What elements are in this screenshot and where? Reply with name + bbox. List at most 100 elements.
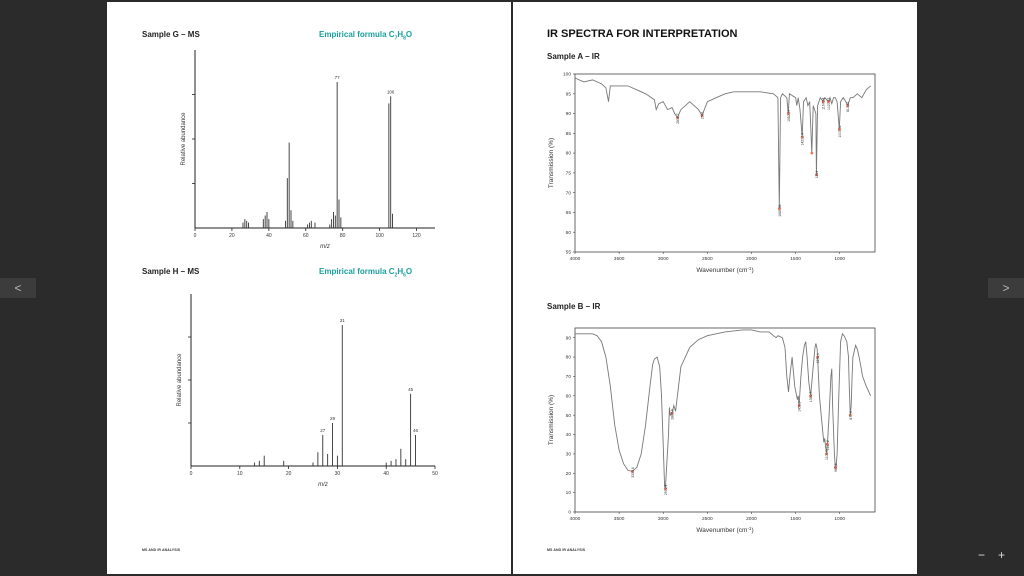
peak-label: 46 xyxy=(413,428,419,433)
x-tick-label: 20 xyxy=(229,233,235,239)
ir-a-title: Sample A – IR xyxy=(547,52,600,61)
y-tick-label: 10 xyxy=(566,490,572,496)
y-tick-label: 60 xyxy=(566,230,572,236)
x-tick-label: 10 xyxy=(237,471,243,477)
x-tick-label: 1500 xyxy=(790,256,801,262)
x-tick-label: 0 xyxy=(190,471,193,477)
peak-label: 2885,6 xyxy=(671,409,675,419)
x-tick-label: 100 xyxy=(375,233,384,239)
peak-marker xyxy=(809,394,812,398)
x-tick-label: 1000 xyxy=(834,516,845,522)
zoom-out-button[interactable]: − xyxy=(978,548,986,562)
peak-label: 106 xyxy=(387,89,395,94)
y-axis-label: Relative abundance xyxy=(181,112,187,166)
ir-a-chart: 55 60 65 70 75 80 85 90 95 100 4000 3500 3000 2500 200… xyxy=(548,72,876,274)
peak-marker xyxy=(815,173,818,177)
ms-g-chart: 0 20 40 60 80 100 120 77 106 m/z Relative abundanc… xyxy=(181,50,435,250)
y-tick-label: 30 xyxy=(566,451,572,457)
y-tick-label: 85 xyxy=(566,131,572,137)
y-axis-label: Transmission (%) xyxy=(548,395,555,445)
peak-label: 962,9 xyxy=(834,463,838,472)
x-tick-label: 20 xyxy=(286,471,292,477)
x-tick-label: 3000 xyxy=(658,256,669,262)
peak-marker xyxy=(821,100,825,103)
page-heading: IR SPECTRA FOR INTERPRETATION xyxy=(547,28,738,40)
x-tick-label: 0 xyxy=(194,233,197,239)
peak-label: 877,6 xyxy=(849,411,853,420)
peak-label: 1264 xyxy=(815,171,819,179)
y-tick-label: 50 xyxy=(566,413,572,419)
y-tick-label: 60 xyxy=(566,393,572,399)
x-tick-label: 120 xyxy=(412,233,421,239)
peak-label: 1100,0 xyxy=(825,450,829,460)
x-tick-label: 3500 xyxy=(614,516,625,522)
peak-label: 1420,14 xyxy=(801,133,805,145)
x-tick-label: 80 xyxy=(340,233,346,239)
ir-b-chart: 0 10 20 30 40 50 60 70 80 90 4000 3500 3000 2500 2000 1… xyxy=(548,327,876,534)
y-axis-label: Transmission (%) xyxy=(548,138,555,188)
peak-marker xyxy=(826,442,829,446)
y-tick-label: 80 xyxy=(566,355,572,361)
x-tick-label: 2000 xyxy=(746,256,757,262)
right-page-footer: MS AND IR ANALYSIS xyxy=(547,548,586,552)
peak-label: 1167,54 xyxy=(822,98,826,110)
peak-marker xyxy=(837,128,841,131)
peak-marker xyxy=(676,116,679,119)
y-tick-label: 55 xyxy=(566,250,572,256)
x-axis-label: Wavenumber (cm-1) xyxy=(696,266,753,274)
peak-marker xyxy=(700,114,704,117)
peak-marker xyxy=(664,487,667,491)
plot-frame xyxy=(574,327,876,513)
x-tick-label: 50 xyxy=(432,471,438,477)
x-tick-label: 2500 xyxy=(702,516,713,522)
peak-marker xyxy=(777,207,781,210)
ms-g-formula: Empirical formula C7H8O xyxy=(319,30,413,42)
peak-label: 27 xyxy=(320,428,326,433)
y-tick-label: 20 xyxy=(566,471,572,477)
peak-marker xyxy=(833,466,837,469)
peak-label: 1276,1 xyxy=(816,353,820,363)
y-tick-label: 80 xyxy=(566,151,572,157)
left-page-footer: MS AND IR ANALYSIS xyxy=(142,548,181,552)
peak-marker xyxy=(846,104,849,107)
x-tick-label: 3000 xyxy=(658,516,669,522)
peak-marker xyxy=(786,112,790,115)
peak-marker xyxy=(670,411,674,415)
peak-label: 2970,4 xyxy=(664,485,668,495)
x-tick-label: 2000 xyxy=(746,516,757,522)
ms-g-title: Sample G – MS xyxy=(142,30,200,39)
peak-label: 813,81 xyxy=(846,102,850,112)
peak-label: 2838,7 xyxy=(676,113,680,123)
peak-label: 2561 xyxy=(700,111,704,119)
peak-label: 1582,97 xyxy=(787,109,791,121)
y-tick-label: 70 xyxy=(566,190,572,196)
y-tick-label: 75 xyxy=(566,170,572,176)
y-tick-label: 90 xyxy=(566,111,572,117)
x-tick-label: 1500 xyxy=(790,516,801,522)
right-page: IR SPECTRA FOR INTERPRETATION Sample A –… xyxy=(513,2,917,574)
peak-label: 1003,31 xyxy=(838,125,842,137)
peak-label: 1685,46 xyxy=(778,204,782,216)
y-tick-label: 70 xyxy=(566,374,572,380)
x-tick-label: 30 xyxy=(335,471,341,477)
spectrum-line xyxy=(574,77,871,209)
peak-label: 1117,2 xyxy=(826,440,830,450)
peak-marker xyxy=(816,355,819,359)
peak-label: 1453,9 xyxy=(798,401,802,411)
y-tick-label: 40 xyxy=(566,432,572,438)
x-axis-label: m/z xyxy=(320,244,330,250)
peak-label: 1380,7 xyxy=(809,392,813,402)
peak-marker xyxy=(631,470,634,473)
x-axis-label: Wavenumber (cm-1) xyxy=(696,526,753,534)
ms-h-formula: Empirical formula C2H6O xyxy=(319,267,413,279)
peak-marker xyxy=(800,135,804,139)
peak-label: 29 xyxy=(330,416,336,421)
x-tick-label: 3500 xyxy=(614,256,625,262)
x-tick-label: 60 xyxy=(303,233,309,239)
x-tick-label: 4000 xyxy=(570,256,581,262)
next-page-button[interactable]: > xyxy=(988,278,1024,298)
ms-h-title: Sample H – MS xyxy=(142,267,200,276)
previous-page-button[interactable]: < xyxy=(0,278,36,298)
x-tick-label: 4000 xyxy=(570,516,581,522)
zoom-in-button[interactable]: + xyxy=(998,548,1006,562)
